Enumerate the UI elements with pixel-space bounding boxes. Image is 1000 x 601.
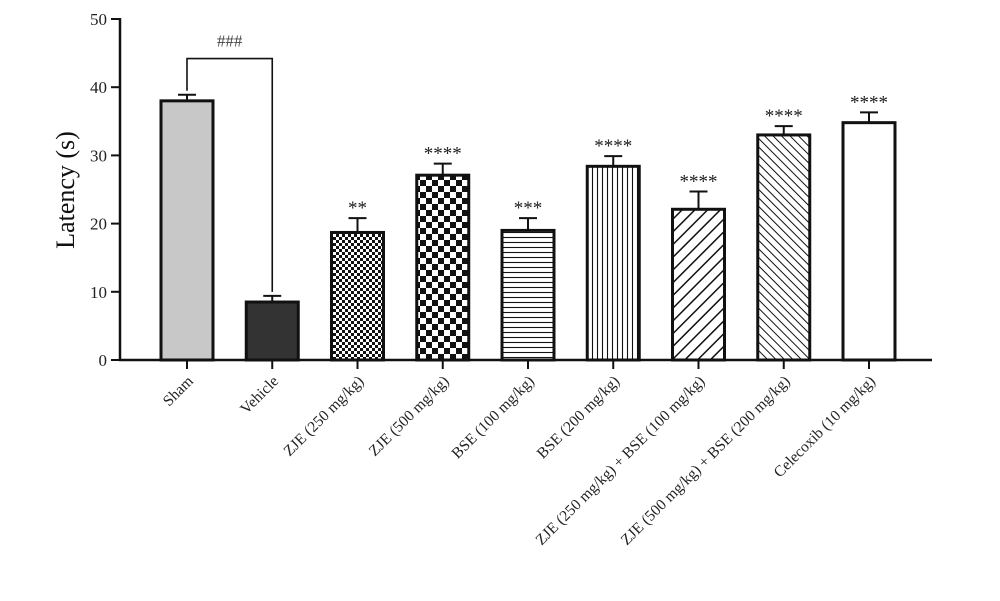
bar <box>841 121 897 362</box>
y-axis-title: Latency (s) <box>51 131 80 249</box>
bar <box>671 207 726 362</box>
x-tick-label: ZJE (500 mg/kg) <box>366 373 453 460</box>
bar <box>159 99 215 362</box>
comparison-label: ### <box>217 32 243 51</box>
bar <box>415 173 471 362</box>
x-tick-label: Vehicle <box>237 373 282 418</box>
comparison-bracket <box>186 57 274 292</box>
significance-label: **** <box>765 106 803 127</box>
bar <box>500 228 556 362</box>
y-tick-label: 40 <box>90 78 107 97</box>
bars <box>159 93 897 362</box>
y-tick-label: 20 <box>90 215 107 234</box>
significance-label: **** <box>680 172 718 193</box>
bar <box>756 133 812 362</box>
significance-label: **** <box>594 136 632 157</box>
y-tick-label: 0 <box>99 351 108 370</box>
y-tick-label: 50 <box>90 10 107 29</box>
y-tick-label: 30 <box>90 146 107 165</box>
x-tick-label: BSE (200 mg/kg) <box>534 373 623 462</box>
x-tick-label: ZJE (500 mg/kg) + BSE (200 mg/kg) <box>618 373 794 549</box>
x-tick-label: Sham <box>160 373 197 410</box>
bar <box>585 164 641 362</box>
significance-label: *** <box>514 198 543 219</box>
x-tick-label: ZJE (250 mg/kg) + BSE (100 mg/kg) <box>532 373 708 549</box>
significance-label: **** <box>424 144 462 165</box>
axes <box>111 18 932 369</box>
bar <box>330 230 385 362</box>
x-tick-label: ZJE (250 mg/kg) <box>280 373 367 460</box>
significance-label: **** <box>850 92 888 113</box>
x-tick-label: BSE (100 mg/kg) <box>448 373 537 462</box>
bar <box>244 300 300 362</box>
y-tick-label: 10 <box>90 283 107 302</box>
significance-label: ** <box>348 198 367 219</box>
